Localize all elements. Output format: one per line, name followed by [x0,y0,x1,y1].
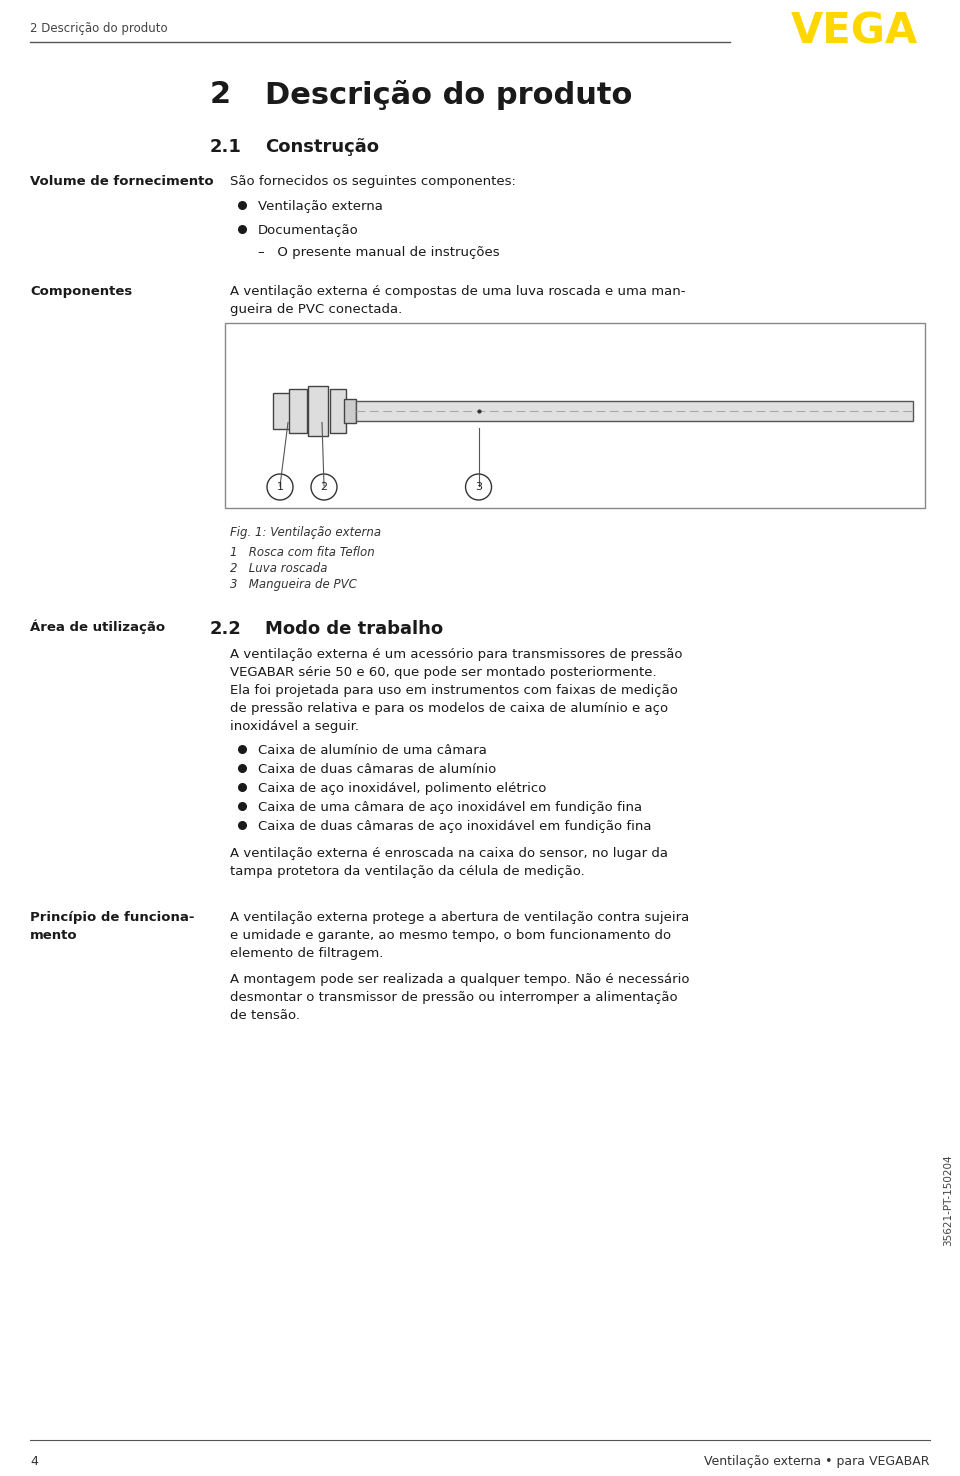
Text: gueira de PVC conectada.: gueira de PVC conectada. [230,303,402,316]
Text: de tensão.: de tensão. [230,1010,300,1021]
Text: Caixa de alumínio de uma câmara: Caixa de alumínio de uma câmara [258,744,487,757]
Text: Descrição do produto: Descrição do produto [265,80,633,111]
Text: 1   Rosca com fita Teflon: 1 Rosca com fita Teflon [230,546,374,559]
Text: Construção: Construção [265,137,379,156]
Text: VEGA: VEGA [791,10,918,52]
Text: inoxidável a seguir.: inoxidável a seguir. [230,720,359,734]
Bar [356,400,913,421]
Text: Caixa de aço inoxidável, polimento elétrico: Caixa de aço inoxidável, polimento elétr… [258,782,546,796]
Text: Componentes: Componentes [30,285,132,298]
Text: de pressão relativa e para os modelos de caixa de alumínio e aço: de pressão relativa e para os modelos de… [230,703,668,714]
Text: 3: 3 [475,483,482,492]
Text: –   O presente manual de instruções: – O presente manual de instruções [258,246,499,258]
Text: Caixa de duas câmaras de aço inoxidável em fundição fina: Caixa de duas câmaras de aço inoxidável … [258,821,652,832]
Text: 2 Descrição do produto: 2 Descrição do produto [30,22,168,35]
Text: Volume de fornecimento: Volume de fornecimento [30,176,214,187]
Text: A montagem pode ser realizada a qualquer tempo. Não é necessário: A montagem pode ser realizada a qualquer… [230,973,689,986]
Text: tampa protetora da ventilação da célula de medição.: tampa protetora da ventilação da célula … [230,865,585,878]
Text: e umidade e garante, ao mesmo tempo, o bom funcionamento do: e umidade e garante, ao mesmo tempo, o b… [230,928,671,942]
Text: 3   Mangueira de PVC: 3 Mangueira de PVC [230,579,357,590]
Text: 2: 2 [321,483,327,492]
Text: Princípio de funciona-: Princípio de funciona- [30,911,195,924]
Text: Modo de trabalho: Modo de trabalho [265,620,444,638]
Text: Ventilação externa • para VEGABAR: Ventilação externa • para VEGABAR [705,1455,930,1469]
Text: São fornecidos os seguintes componentes:: São fornecidos os seguintes componentes: [230,176,516,187]
Bar [289,388,307,432]
Text: Ventilação externa: Ventilação externa [258,201,383,213]
Text: Documentação: Documentação [258,224,359,238]
Text: mento: mento [30,928,78,942]
Text: desmontar o transmissor de pressão ou interromper a alimentação: desmontar o transmissor de pressão ou in… [230,990,678,1004]
Bar [344,399,356,422]
Text: A ventilação externa é compostas de uma luva roscada e uma man-: A ventilação externa é compostas de uma … [230,285,685,298]
Text: Caixa de duas câmaras de alumínio: Caixa de duas câmaras de alumínio [258,763,496,776]
Text: 2   Luva roscada: 2 Luva roscada [230,562,327,576]
Text: VEGABAR série 50 e 60, que pode ser montado posteriormente.: VEGABAR série 50 e 60, que pode ser mont… [230,666,657,679]
Text: 2.2: 2.2 [210,620,242,638]
Text: 35621-PT-150204: 35621-PT-150204 [943,1154,953,1246]
Text: 2: 2 [210,80,231,109]
Bar [330,388,346,432]
Text: Ela foi projetada para uso em instrumentos com faixas de medição: Ela foi projetada para uso em instrument… [230,683,678,697]
Text: 4: 4 [30,1455,37,1469]
Text: Área de utilização: Área de utilização [30,620,165,635]
Text: A ventilação externa é um acessório para transmissores de pressão: A ventilação externa é um acessório para… [230,648,683,661]
Text: A ventilação externa é enroscada na caixa do sensor, no lugar da: A ventilação externa é enroscada na caix… [230,847,668,861]
Text: 1: 1 [276,483,283,492]
Text: A ventilação externa protege a abertura de ventilação contra sujeira: A ventilação externa protege a abertura … [230,911,689,924]
Text: elemento de filtragem.: elemento de filtragem. [230,948,383,959]
Bar [273,393,291,428]
Text: 2.1: 2.1 [210,137,242,156]
Text: Caixa de uma câmara de aço inoxidável em fundição fina: Caixa de uma câmara de aço inoxidável em… [258,801,642,813]
Bar [308,385,328,435]
Bar [225,323,925,508]
Text: Fig. 1: Ventilação externa: Fig. 1: Ventilação externa [230,525,381,539]
